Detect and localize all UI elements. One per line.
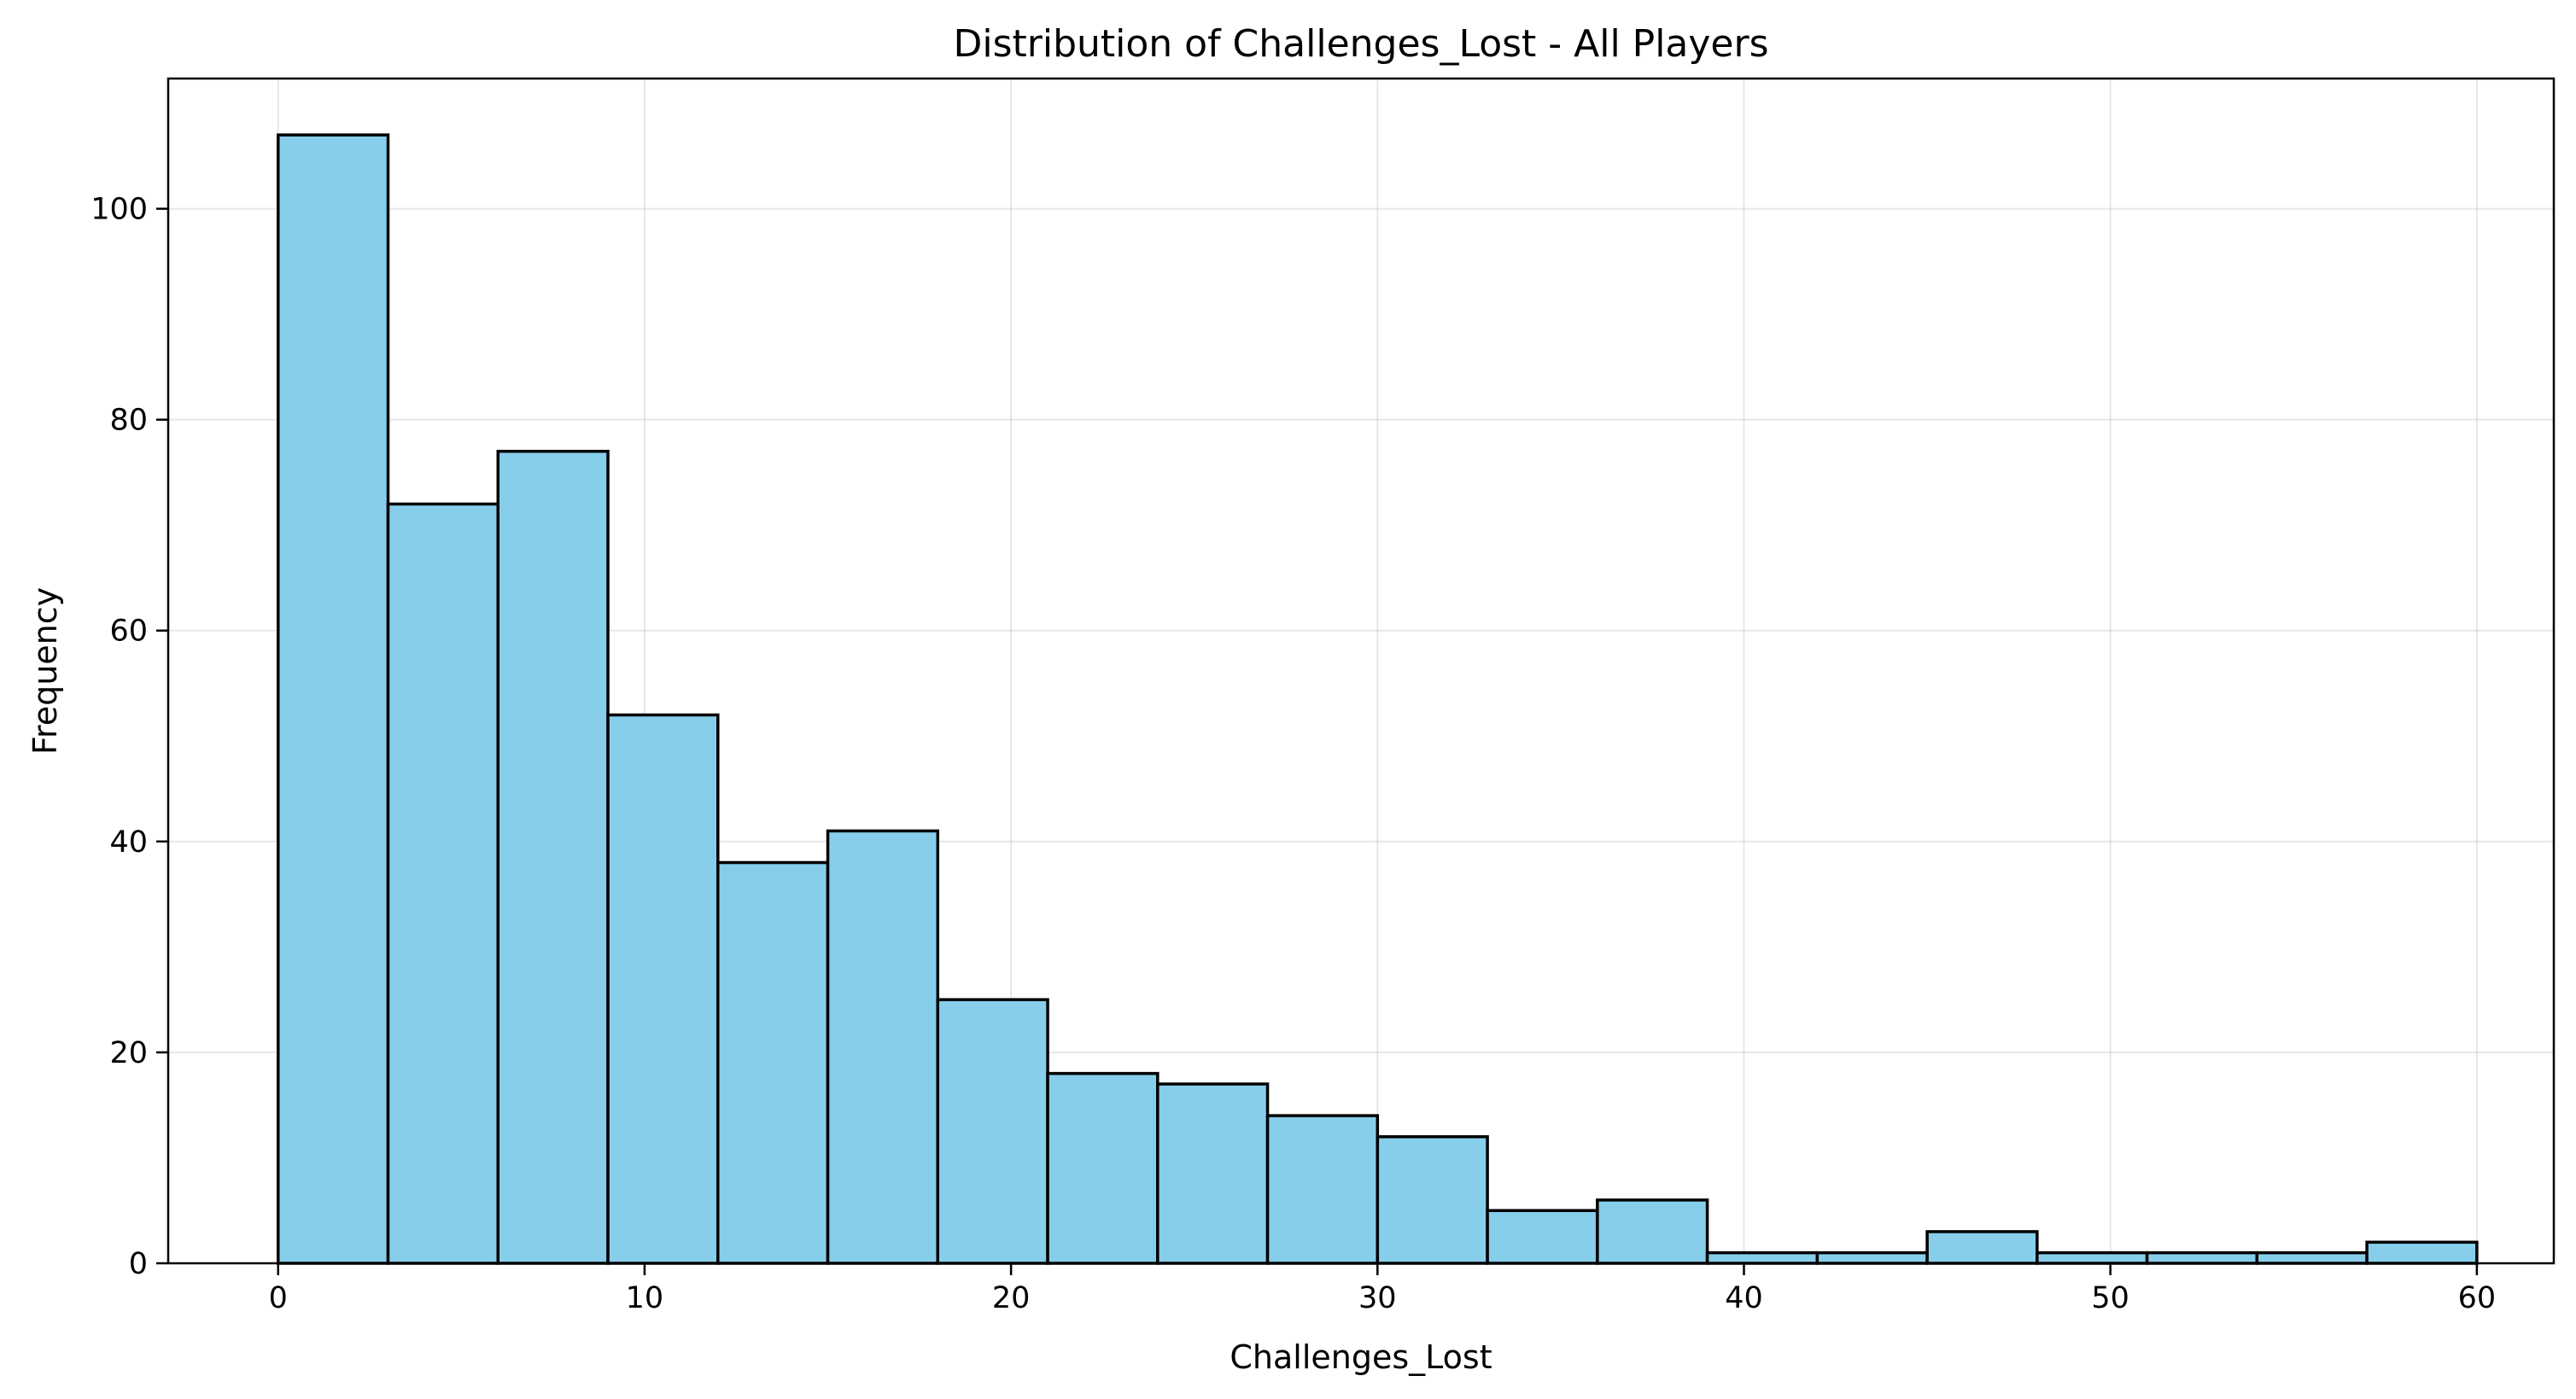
x-tick-label: 10 (626, 1281, 664, 1315)
histogram-bar (1156, 1082, 1270, 1265)
histogram-bar (1265, 1114, 1380, 1265)
y-axis-ticks: 0 20 40 60 80 100 (91, 193, 168, 1281)
y-tick-label: 100 (91, 193, 148, 227)
plot-frame (166, 77, 2556, 1265)
x-tick-label: 0 (269, 1281, 288, 1315)
histogram-bar (1925, 1230, 2039, 1265)
histogram-bar (1376, 1134, 1489, 1265)
y-tick-label: 0 (129, 1247, 148, 1281)
histogram-bar (277, 133, 390, 1265)
histogram-bar (386, 502, 500, 1265)
histogram-bar (1486, 1209, 1599, 1265)
histogram-bar (1596, 1198, 1709, 1265)
histogram-bar (2145, 1250, 2259, 1265)
histogram-bar (716, 860, 830, 1265)
x-tick-label: 30 (1358, 1281, 1397, 1315)
x-tick-label: 60 (2458, 1281, 2497, 1315)
x-tick-label: 20 (992, 1281, 1031, 1315)
histogram-bar (2255, 1250, 2369, 1265)
x-axis-ticks: 0 10 20 30 40 50 60 (269, 1263, 2497, 1315)
y-tick-label: 80 (109, 404, 148, 438)
histogram-bar (1046, 1071, 1159, 1265)
histogram-bar (496, 449, 610, 1265)
histogram-bar (826, 829, 940, 1265)
histogram-bars (277, 133, 2479, 1265)
y-tick-label: 60 (109, 615, 148, 649)
histogram-bar (606, 713, 720, 1265)
histogram-bar (1815, 1250, 1929, 1265)
y-axis-label: Frequency (26, 587, 64, 755)
x-tick-label: 50 (2091, 1281, 2129, 1315)
y-tick-label: 40 (109, 825, 148, 860)
chart-title: Distribution of Challenges_Lost - All Pl… (953, 22, 1768, 66)
histogram-bar (2365, 1240, 2479, 1265)
histogram-bar (936, 998, 1049, 1265)
histogram-bar (1705, 1250, 1820, 1265)
x-axis-label: Challenges_Lost (1230, 1338, 1492, 1376)
y-tick-label: 20 (109, 1036, 148, 1070)
x-tick-label: 40 (1725, 1281, 1763, 1315)
histogram-bar (2036, 1250, 2149, 1265)
